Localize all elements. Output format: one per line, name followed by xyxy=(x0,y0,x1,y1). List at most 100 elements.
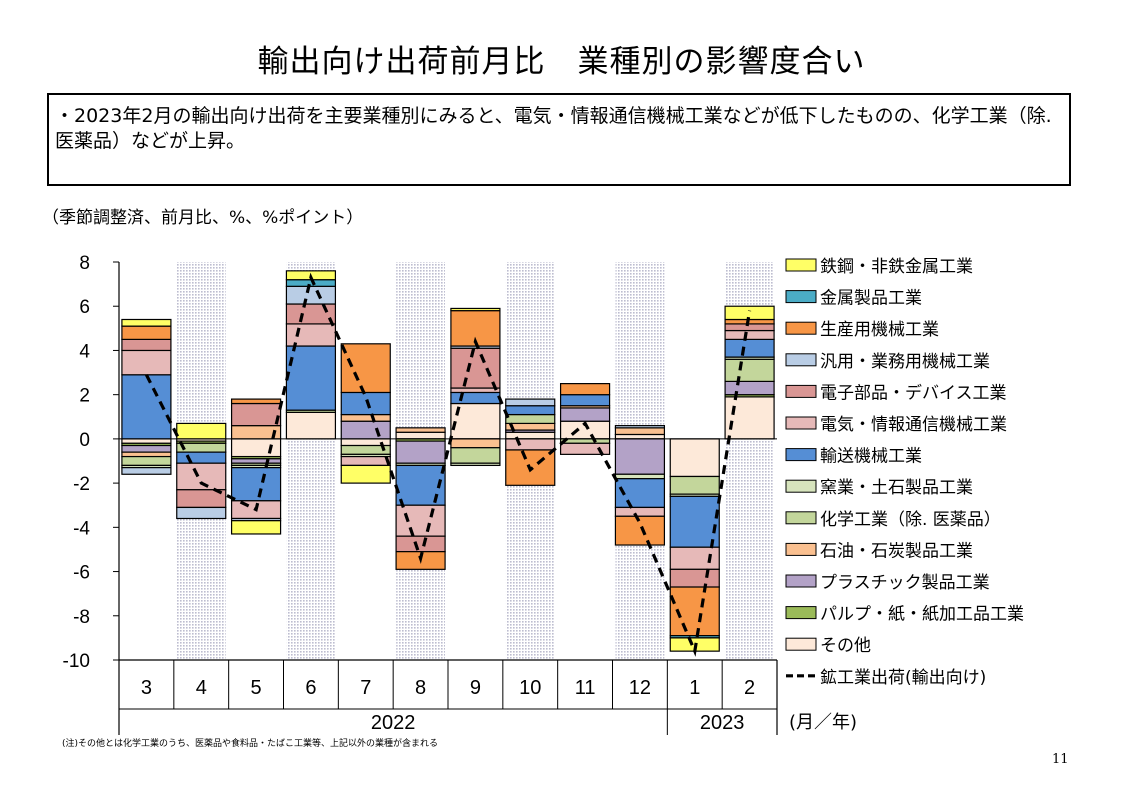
legend-swatch xyxy=(785,353,817,367)
bar-segment xyxy=(614,473,666,480)
y-tick-label: -2 xyxy=(73,474,90,495)
legend-swatch xyxy=(785,606,817,620)
x-tick-label: 12 xyxy=(629,677,651,699)
bar-segment xyxy=(121,451,172,458)
bar-segment xyxy=(121,349,172,376)
x-tick-label: 2 xyxy=(744,677,755,699)
legend-swatch xyxy=(785,321,817,335)
axis-unit-label: (月／年) xyxy=(789,712,857,733)
bar-segment xyxy=(614,506,666,517)
legend-label: 化学工業（除. 医薬品） xyxy=(820,510,1001,530)
y-tick-label: 2 xyxy=(79,386,90,407)
bar-segment xyxy=(121,438,172,444)
bar-segment xyxy=(340,420,391,440)
legend-label: プラスチック製品工業 xyxy=(820,573,990,593)
legend-swatch xyxy=(785,574,817,588)
bar-segment xyxy=(450,307,501,312)
legend-label: 石油・石炭製品工業 xyxy=(820,541,973,561)
bar-segment xyxy=(230,458,282,464)
bar-segment xyxy=(176,462,227,491)
bar-segment xyxy=(505,431,556,440)
bar-segment xyxy=(285,303,337,325)
bar-segment xyxy=(395,427,446,433)
bar-segment xyxy=(230,520,282,535)
legend-swatch xyxy=(785,258,817,272)
bar-segment xyxy=(669,568,720,588)
bar-segment xyxy=(450,391,501,405)
y-tick-label: 8 xyxy=(79,253,90,274)
y-tick-label: -4 xyxy=(73,518,90,539)
x-tick-label: 4 xyxy=(196,677,207,699)
bar-segment xyxy=(285,345,337,411)
bar-segment xyxy=(724,338,775,358)
bar-segment xyxy=(395,431,446,440)
bar-segment xyxy=(340,343,391,394)
legend-swatch xyxy=(785,290,817,304)
bar-segment xyxy=(340,464,391,484)
x-tick-label: 7 xyxy=(360,677,371,699)
legend-label: 汎用・業務用機械工業 xyxy=(820,352,990,372)
bar-segment xyxy=(121,455,172,467)
bar-segment xyxy=(724,380,775,396)
bar-segment xyxy=(121,467,172,475)
legend-label: 電気・情報通信機械工業 xyxy=(820,415,1007,435)
footnote: (注)その他とは化学工業のうち、医薬品や食料品・たばこ工業等、上記以外の業種が含… xyxy=(62,739,439,749)
y-tick-label: -10 xyxy=(63,651,90,672)
legend-swatch xyxy=(785,637,817,651)
bar-segment xyxy=(505,398,556,407)
legend-swatch xyxy=(785,542,817,556)
bar-segment xyxy=(724,329,775,340)
bar-segment xyxy=(505,438,556,451)
bar-segment xyxy=(176,422,227,440)
y-tick-label: 6 xyxy=(79,297,90,318)
x-tick-label: 11 xyxy=(575,677,596,699)
bar-segment xyxy=(230,398,282,405)
legend-swatch xyxy=(785,479,817,493)
bar-segment xyxy=(724,358,775,382)
bar-segment xyxy=(669,495,720,548)
bar-segment xyxy=(614,515,666,546)
bar-segment xyxy=(559,383,611,396)
bar-segment xyxy=(395,440,446,464)
legend-swatch xyxy=(785,384,817,398)
legend-label: パルプ・紙・紙加工品工業 xyxy=(820,605,1024,625)
bar-segment xyxy=(121,325,172,340)
unit-note: （季節調整済、前月比、%、%ポイント） xyxy=(42,208,364,228)
year-label: 2022 xyxy=(371,712,416,734)
bar-segment xyxy=(505,413,556,425)
bar-segment xyxy=(340,391,391,416)
bar-segment xyxy=(395,535,446,553)
x-tick-label: 5 xyxy=(251,677,262,699)
bar-segment xyxy=(559,442,611,455)
bar-segment xyxy=(559,407,611,422)
bar-segment xyxy=(505,405,556,416)
bar-segment xyxy=(450,438,501,449)
legend-label: 電子部品・デバイス工業 xyxy=(820,382,1007,403)
bar-segment xyxy=(724,323,775,332)
bar-segment xyxy=(121,318,172,327)
x-tick-label: 3 xyxy=(141,677,152,699)
bar-segment xyxy=(230,467,282,502)
x-tick-label: 1 xyxy=(689,677,700,699)
x-tick-label: 6 xyxy=(305,677,316,699)
y-tick-label: -8 xyxy=(73,607,90,628)
x-tick-label: 8 xyxy=(415,677,426,699)
bar-segment xyxy=(669,546,720,570)
legend-label: 金属製品工業 xyxy=(820,289,922,309)
y-tick-label: -6 xyxy=(73,563,90,584)
legend-label: 鉱工業出荷(輸出向け) xyxy=(820,668,986,688)
legend-swatch xyxy=(785,511,817,525)
bar-segment xyxy=(285,323,337,347)
page-number: 11 xyxy=(1052,752,1069,767)
summary-box: ・2023年2月の輸出向け出荷を主要業種別にみると、電気・情報通信機械工業などが… xyxy=(47,93,1071,186)
year-label: 2023 xyxy=(700,712,745,734)
bar-segment xyxy=(340,455,391,467)
bar-segment xyxy=(285,285,337,305)
legend-label: 生産用機械工業 xyxy=(820,320,939,340)
legend-label: その他 xyxy=(820,636,871,656)
legend-swatch xyxy=(785,448,817,462)
x-tick-label: 9 xyxy=(470,677,481,699)
bar-segment xyxy=(724,396,775,440)
bar-segment xyxy=(230,438,282,458)
legend-label: 輸送機械工業 xyxy=(820,447,922,467)
